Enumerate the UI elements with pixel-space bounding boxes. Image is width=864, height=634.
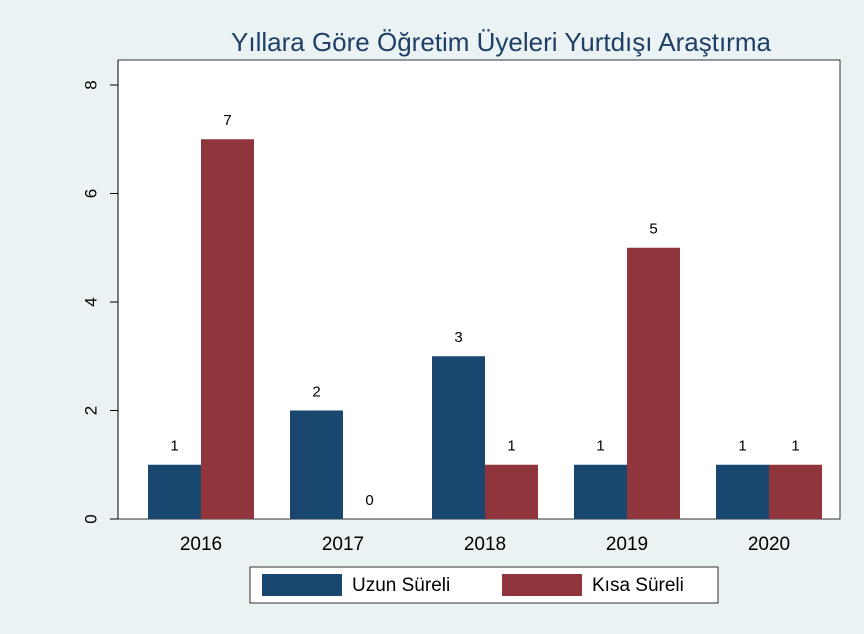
legend-swatch (502, 574, 582, 596)
y-tick-label: 4 (81, 297, 100, 306)
chart-title: Yıllara Göre Öğretim Üyeleri Yurtdışı Ar… (231, 27, 771, 57)
bar (432, 356, 485, 519)
bar (485, 464, 538, 519)
value-label: 1 (507, 438, 515, 455)
legend-label: Uzun Süreli (352, 575, 450, 596)
bar (574, 464, 627, 519)
bar (716, 464, 769, 519)
bar (201, 139, 254, 519)
value-label: 1 (738, 438, 746, 455)
bar (769, 464, 822, 519)
x-tick-label: 2020 (748, 534, 790, 555)
value-label: 2 (312, 383, 320, 400)
y-tick-label: 6 (81, 189, 100, 198)
y-tick-label: 2 (81, 406, 100, 415)
bar (290, 410, 343, 519)
y-tick-label: 8 (81, 80, 100, 89)
y-tick-label: 0 (81, 514, 100, 523)
value-label: 5 (649, 221, 657, 238)
value-label: 0 (365, 492, 373, 509)
value-label: 1 (170, 438, 178, 455)
bar (627, 247, 680, 519)
x-tick-label: 2017 (322, 534, 364, 555)
legend-swatch (262, 574, 342, 596)
value-label: 7 (223, 112, 231, 129)
bar (148, 464, 201, 519)
value-label: 1 (596, 438, 604, 455)
value-label: 1 (791, 438, 799, 455)
x-tick-label: 2016 (180, 534, 222, 555)
x-tick-label: 2018 (464, 534, 506, 555)
legend-label: Kısa Süreli (592, 575, 684, 596)
x-tick-label: 2019 (606, 534, 648, 555)
value-label: 3 (454, 329, 462, 346)
